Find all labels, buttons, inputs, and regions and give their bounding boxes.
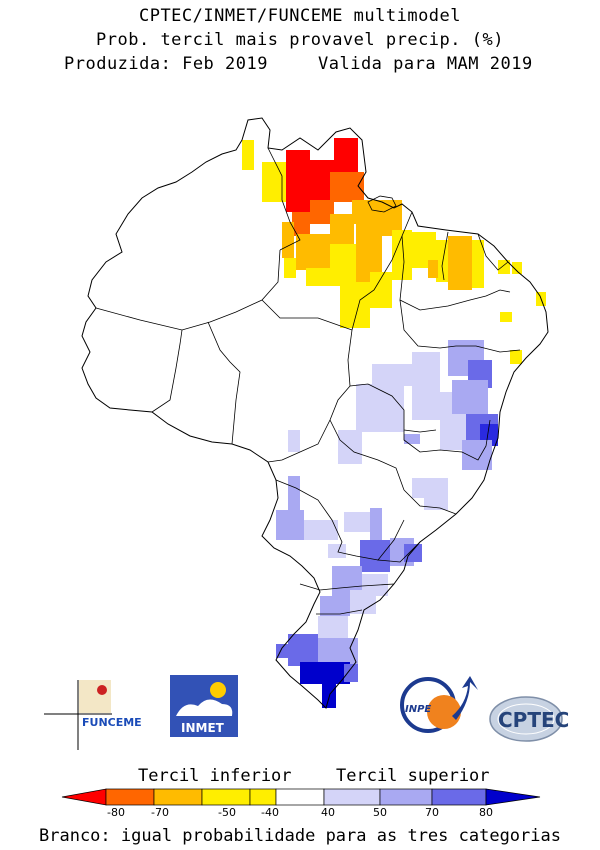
shading-cell <box>334 138 358 174</box>
shading-cell <box>320 596 350 616</box>
inpe-logo: INPE <box>400 676 478 733</box>
shading-cell <box>288 476 300 510</box>
shading-cell <box>350 590 376 614</box>
shading-cell <box>276 510 304 540</box>
legend-upper-tercile-label: Tercil superior <box>336 766 490 786</box>
shading-cell <box>412 352 440 392</box>
shading-cell <box>412 478 448 498</box>
legend-tick: -70 <box>151 806 169 819</box>
shading-cell <box>462 440 492 470</box>
shading-cell <box>498 260 510 274</box>
title-line-1: CPTEC/INMET/FUNCEME multimodel <box>138 6 462 26</box>
shading-cell <box>500 312 512 322</box>
shading-cell <box>512 262 522 274</box>
shading-cell <box>448 236 472 290</box>
legend-swatch-dry-70 <box>105 788 155 806</box>
shading-cell <box>360 540 390 572</box>
shading-cell <box>338 430 362 464</box>
shading-cell <box>340 282 370 328</box>
shading-cell <box>344 664 358 682</box>
legend-tick: 80 <box>479 806 493 819</box>
state-borders <box>95 147 521 615</box>
legend-tick: -80 <box>107 806 125 819</box>
inpe-logo-text: INPE <box>405 704 431 715</box>
cptec-logo-text: CPTEC <box>498 708 569 732</box>
legend-swatch-wet-50 <box>379 788 433 806</box>
color-legend-bar <box>61 788 541 806</box>
legend-tick: -40 <box>261 806 279 819</box>
marajo-island <box>367 195 397 213</box>
legend-swatch-dry-40 <box>201 788 251 806</box>
shading-cell <box>304 520 338 540</box>
shading-cell <box>392 230 412 280</box>
shading-cell <box>284 258 296 278</box>
shading-cell <box>330 214 354 244</box>
shading-cell <box>282 222 294 258</box>
shading-cell <box>372 364 412 386</box>
shading-cell <box>440 414 466 450</box>
legend-tick: 70 <box>425 806 439 819</box>
shading-cell <box>300 662 350 684</box>
shading-cell <box>356 384 404 432</box>
shading-cell <box>344 512 372 532</box>
legend-swatch-dry-50 <box>153 788 203 806</box>
legend-swatch-dry-30 <box>249 788 277 806</box>
inmet-logo-text: INMET <box>181 721 225 735</box>
probability-shading <box>242 138 546 708</box>
legend-swatch-neutral <box>275 788 325 806</box>
shading-cell <box>242 140 254 170</box>
shading-cell <box>510 350 522 364</box>
shading-cell <box>328 544 346 558</box>
shading-cell <box>452 380 488 414</box>
shading-cell <box>318 616 348 638</box>
shading-cell <box>292 212 310 236</box>
legend-lower-tercile-label: Tercil inferior <box>138 766 292 786</box>
brazil-precip-map: FUNCEME INMET INPE CPTEC <box>44 117 569 750</box>
legend-swatch-wet-40 <box>323 788 381 806</box>
produced-date: Produzida: Feb 2019 <box>64 54 268 74</box>
shading-cell <box>404 544 422 562</box>
legend-swatch-wet-70 <box>431 788 487 806</box>
legend-tick: 50 <box>373 806 387 819</box>
shading-cell <box>306 268 342 286</box>
legend-footnote: Branco: igual probabilidade para as tres… <box>39 826 561 846</box>
title-line-2: Prob. tercil mais provavel precip. (%) <box>96 30 504 50</box>
legend-arrow-left <box>61 788 107 806</box>
shading-cell <box>424 498 448 510</box>
shading-cell <box>472 240 484 288</box>
shading-cell <box>352 200 378 224</box>
brazil-outline <box>81 117 549 709</box>
shading-cell <box>370 272 392 308</box>
shading-cell <box>288 634 318 666</box>
shading-cell <box>286 150 310 212</box>
funceme-logo-text: FUNCEME <box>82 716 142 729</box>
legend-tick: 40 <box>321 806 335 819</box>
cptec-logo: CPTEC <box>489 696 569 742</box>
legend-arrow-right <box>485 788 541 806</box>
funceme-logo: FUNCEME <box>44 680 142 750</box>
shading-cell <box>428 260 438 278</box>
valid-period: Valida para MAM 2019 <box>318 54 533 74</box>
legend-tick: -50 <box>218 806 236 819</box>
shading-cell <box>370 508 382 542</box>
inmet-logo: INMET <box>170 675 238 737</box>
shading-cell <box>288 430 300 452</box>
shading-cell <box>404 434 420 444</box>
shading-cell <box>296 234 330 270</box>
